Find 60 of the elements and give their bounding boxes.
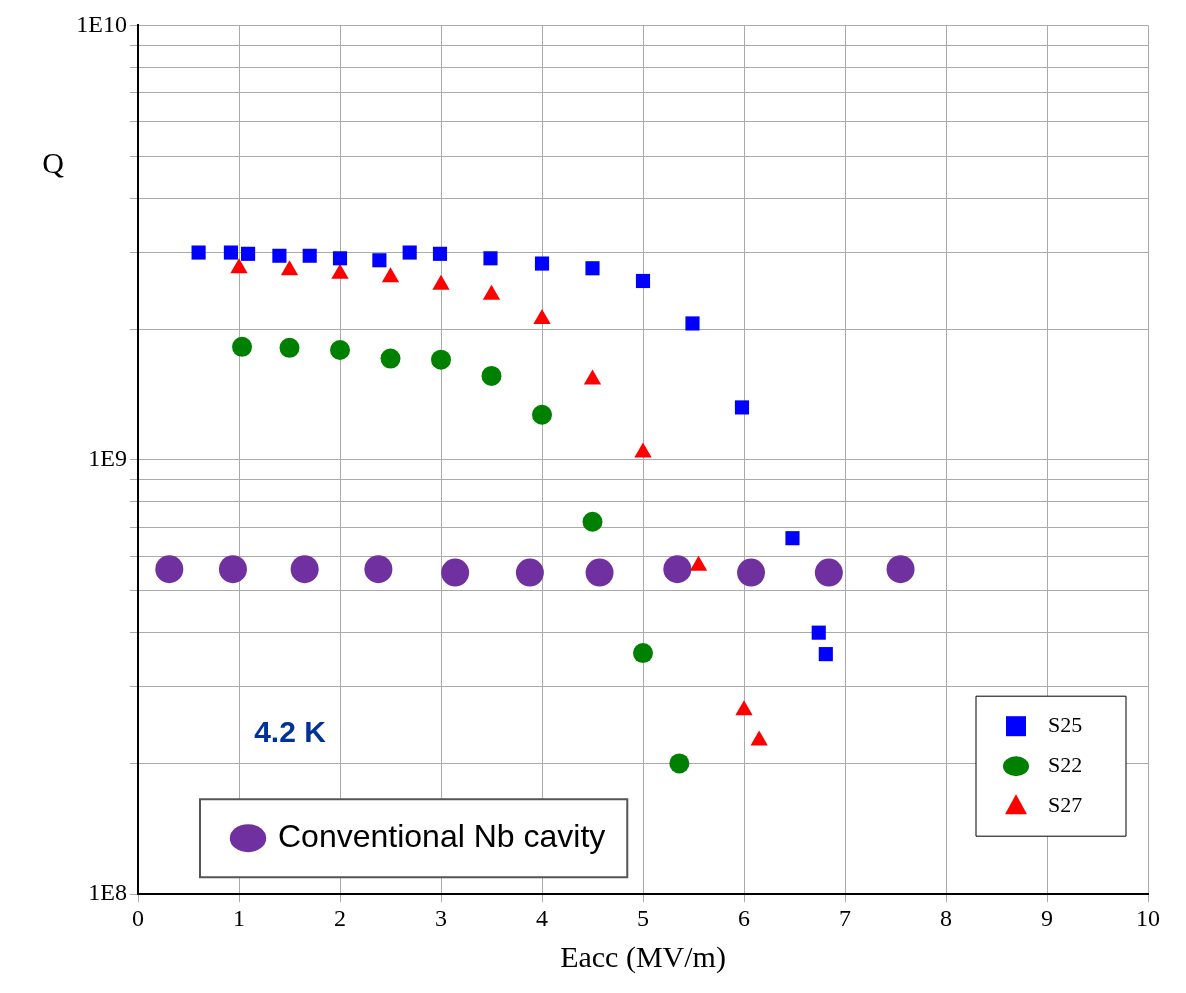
point (737, 558, 766, 587)
point (332, 251, 348, 266)
point (814, 558, 843, 587)
point (481, 365, 502, 386)
point (372, 253, 387, 268)
point (585, 261, 600, 276)
y-axis-title: Q (42, 146, 65, 180)
y-tick-label: 1E10 (76, 10, 127, 37)
point (515, 558, 544, 587)
point (279, 337, 300, 358)
x-axis-title: Eacc (MV/m) (560, 939, 726, 974)
point (663, 555, 692, 584)
point (241, 246, 256, 261)
point (441, 558, 470, 587)
point (402, 245, 417, 260)
annotation: 4.2 K (254, 715, 327, 749)
point (223, 245, 238, 260)
point (635, 273, 651, 289)
point (669, 753, 690, 774)
x-tick-label: 8 (940, 904, 952, 931)
point (483, 251, 498, 266)
x-tick-label: 4 (536, 904, 548, 931)
x-tick-label: 2 (334, 904, 346, 931)
legend-label: Conventional Nb cavity (278, 818, 606, 855)
x-tick-label: 9 (1041, 904, 1053, 931)
point (785, 531, 800, 546)
point (302, 248, 317, 263)
point (818, 647, 833, 662)
point (330, 339, 350, 360)
x-tick-label: 7 (839, 904, 851, 931)
legend-label: S27 (1048, 791, 1083, 817)
x-tick-label: 1 (233, 904, 245, 931)
point (290, 555, 319, 584)
point (431, 349, 451, 370)
point (886, 555, 915, 584)
point (582, 511, 603, 532)
point (685, 316, 700, 331)
x-tick-label: 6 (738, 904, 750, 931)
y-tick-label: 1E9 (88, 445, 127, 472)
point (155, 555, 184, 584)
point (232, 336, 253, 357)
point (532, 404, 552, 425)
x-tick-label: 0 (132, 904, 144, 931)
x-tick-label: 3 (435, 904, 447, 931)
point (534, 256, 550, 271)
point (380, 348, 401, 369)
x-tick-label: 10 (1136, 904, 1160, 931)
point (364, 555, 393, 584)
point (585, 558, 614, 587)
legend-label: S22 (1048, 751, 1083, 777)
point (218, 555, 247, 584)
point (734, 400, 750, 415)
x-tick-label: 5 (637, 904, 649, 931)
point (811, 625, 826, 640)
point (272, 248, 287, 263)
y-tick-label: 1E8 (88, 879, 127, 906)
point (432, 246, 448, 261)
point (633, 643, 653, 664)
point (191, 245, 206, 260)
legend-label: S25 (1048, 711, 1083, 737)
